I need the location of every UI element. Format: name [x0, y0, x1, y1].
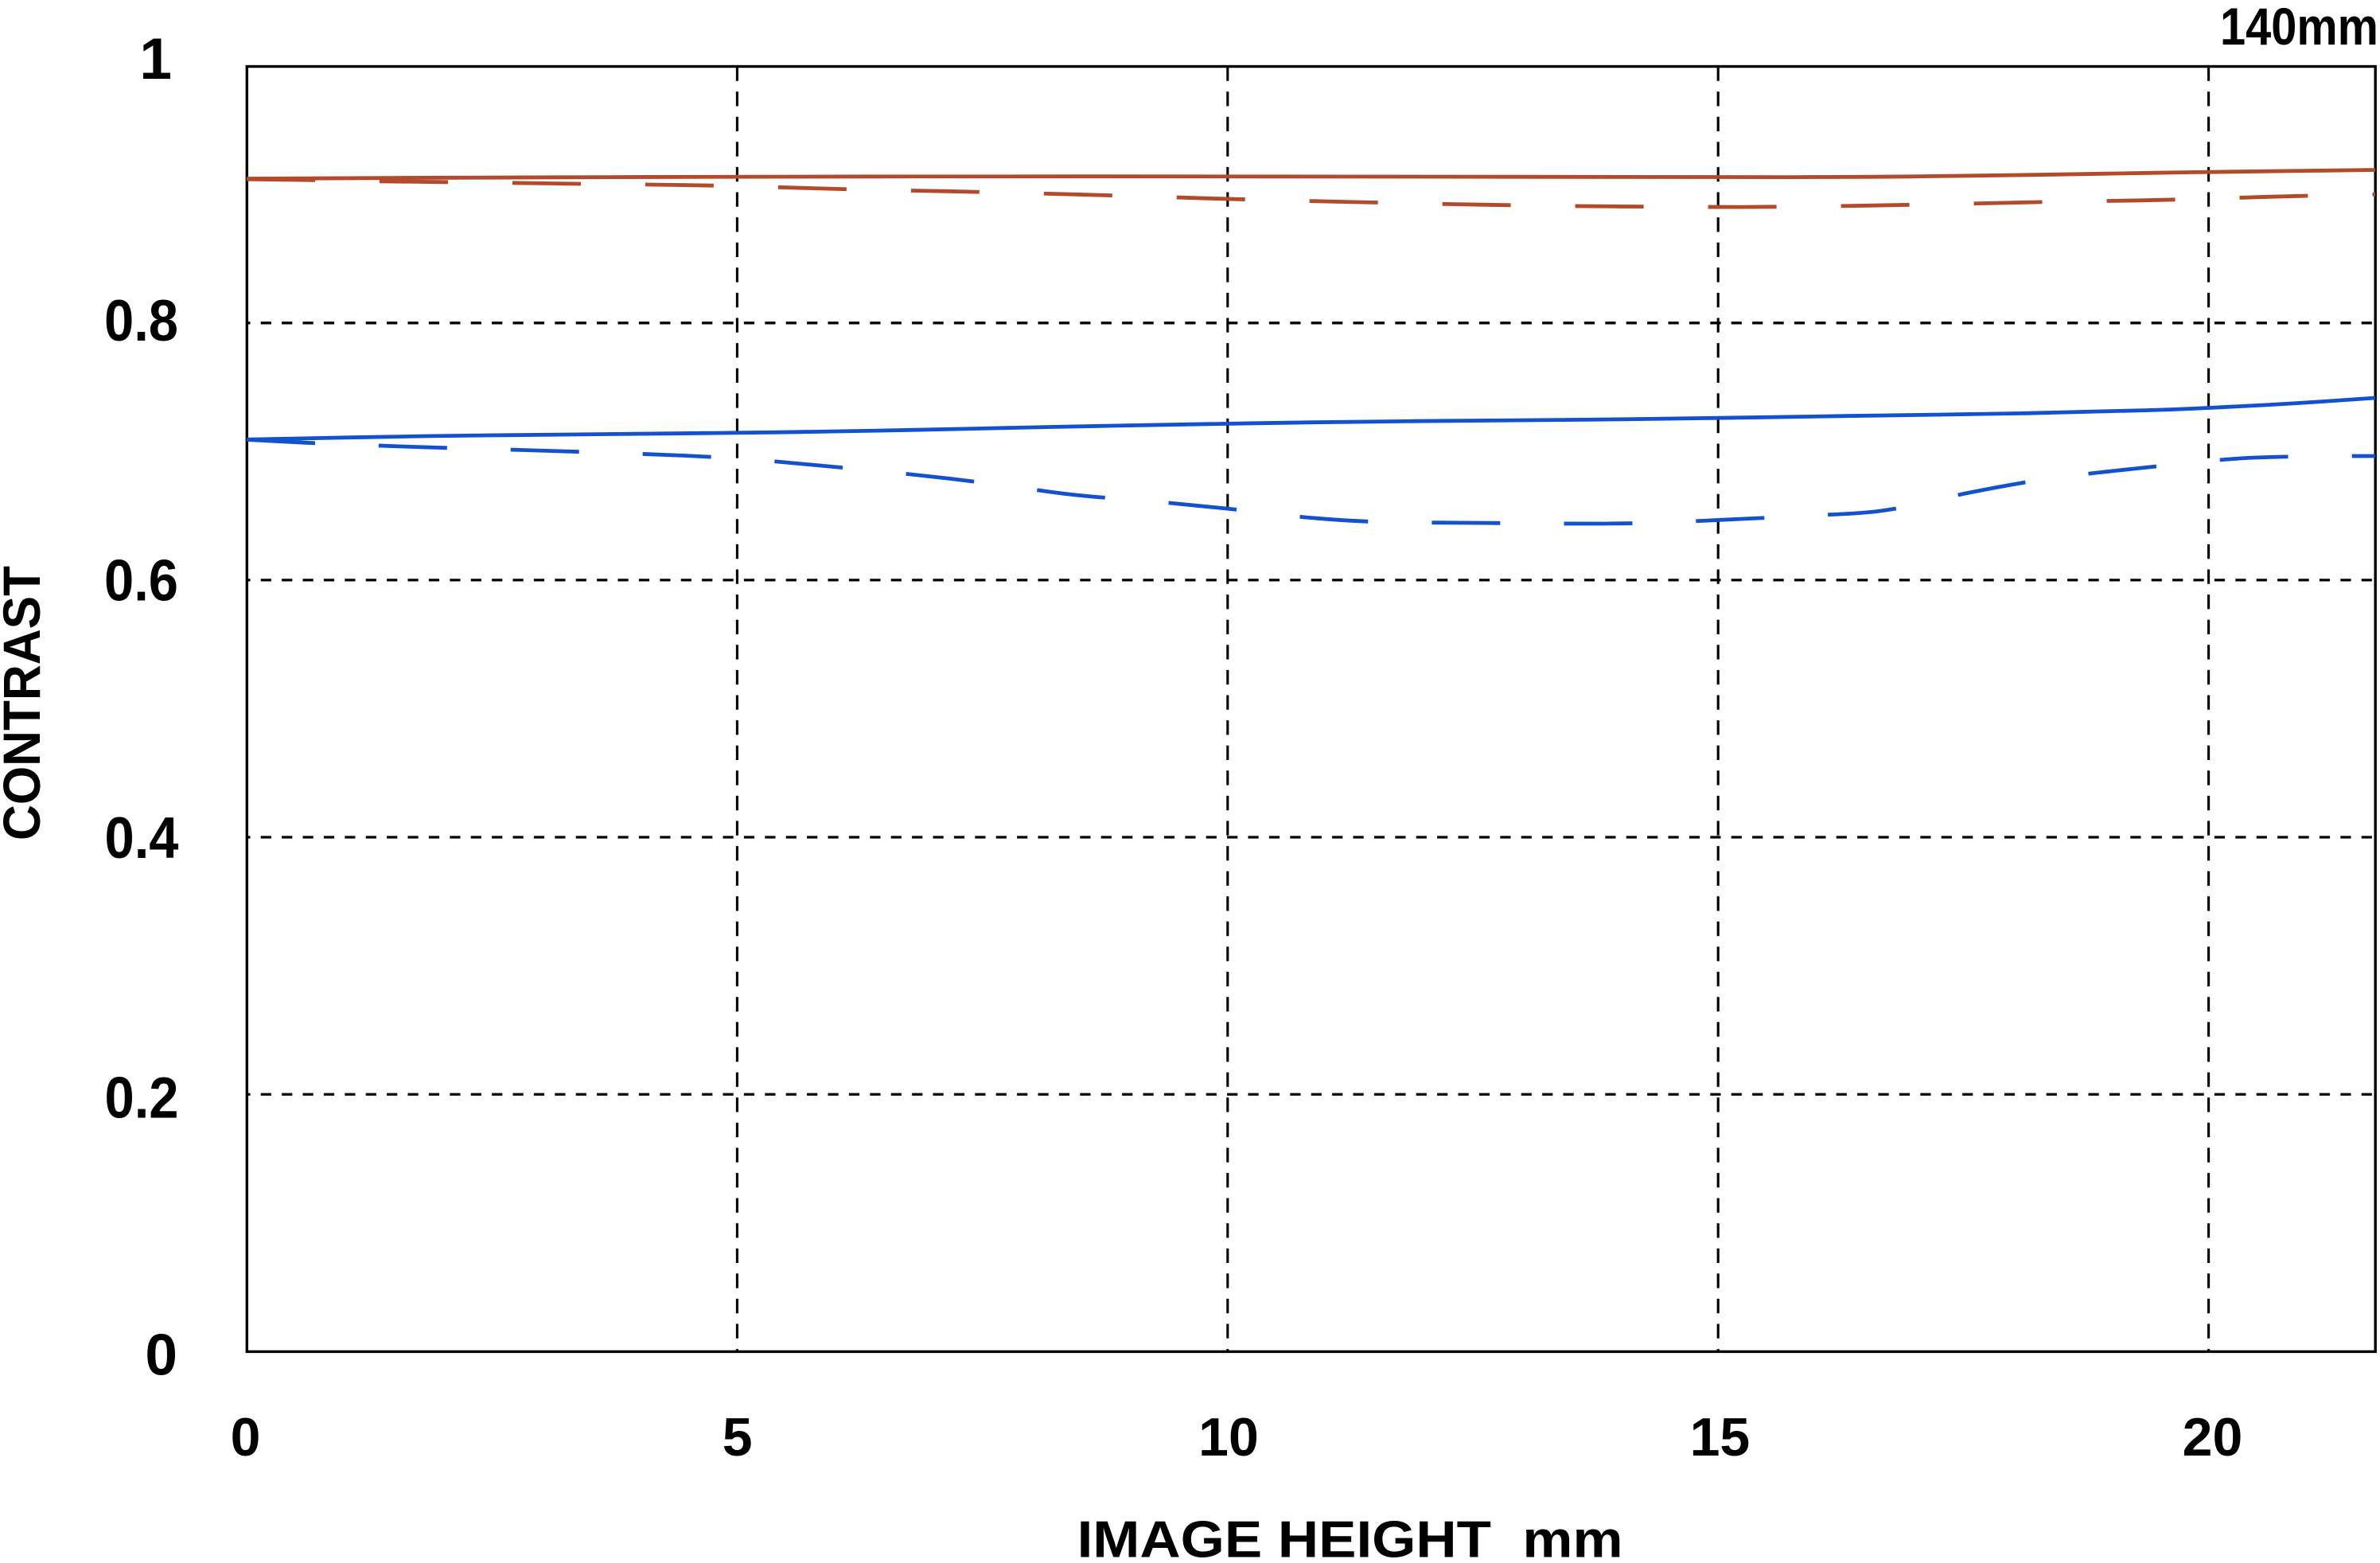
svg-text:15: 15	[1690, 1407, 1751, 1468]
svg-text:0: 0	[231, 1407, 261, 1468]
svg-text:20: 20	[2183, 1407, 2243, 1468]
svg-text:10: 10	[1198, 1407, 1259, 1468]
svg-text:5: 5	[723, 1407, 753, 1468]
svg-text:IMAGE HEIGHT mm: IMAGE HEIGHT mm	[1077, 1511, 1623, 1563]
svg-text:CONTRAST: CONTRAST	[0, 566, 51, 840]
svg-text:1: 1	[139, 27, 172, 92]
svg-text:140mm: 140mm	[2220, 0, 2378, 56]
svg-text:0.8: 0.8	[104, 289, 178, 353]
svg-text:0.4: 0.4	[105, 806, 179, 871]
svg-text:0.6: 0.6	[104, 549, 178, 614]
svg-text:0.2: 0.2	[105, 1066, 179, 1131]
svg-text:0: 0	[145, 1323, 177, 1388]
